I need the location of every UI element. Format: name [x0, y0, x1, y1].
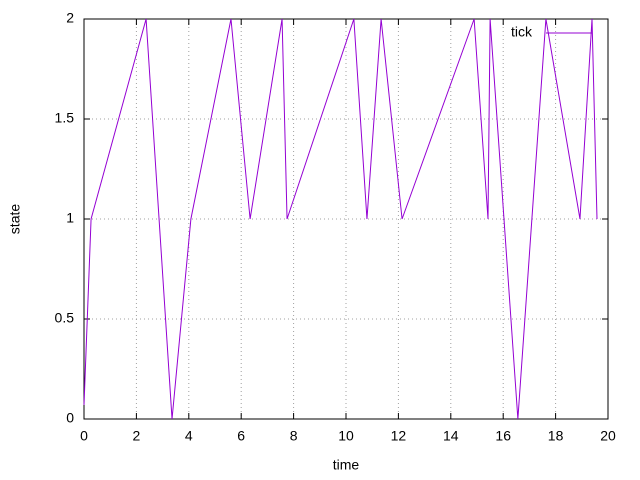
x-tick-label: 20	[600, 428, 616, 444]
y-tick-label: 1.5	[55, 110, 75, 126]
y-tick-label: 1	[66, 210, 74, 226]
x-tick-label: 16	[495, 428, 511, 444]
x-tick-label: 6	[237, 428, 245, 444]
y-tick-label: 0.5	[55, 310, 75, 326]
x-tick-label: 2	[133, 428, 141, 444]
x-tick-label: 12	[391, 428, 407, 444]
y-axis-label: state	[7, 204, 23, 235]
plot-frame	[83, 18, 609, 420]
x-tick-label: 14	[443, 428, 459, 444]
x-tick-label: 8	[290, 428, 298, 444]
x-tick-label: 10	[338, 428, 354, 444]
legend-label: tick	[511, 24, 533, 40]
x-tick-label: 0	[80, 428, 88, 444]
x-tick-label: 18	[548, 428, 564, 444]
x-axis-label: time	[333, 457, 360, 473]
y-tick-label: 0	[66, 410, 74, 426]
data-line	[83, 18, 598, 420]
x-tick-label: 4	[185, 428, 193, 444]
y-tick-label: 2	[66, 10, 74, 26]
